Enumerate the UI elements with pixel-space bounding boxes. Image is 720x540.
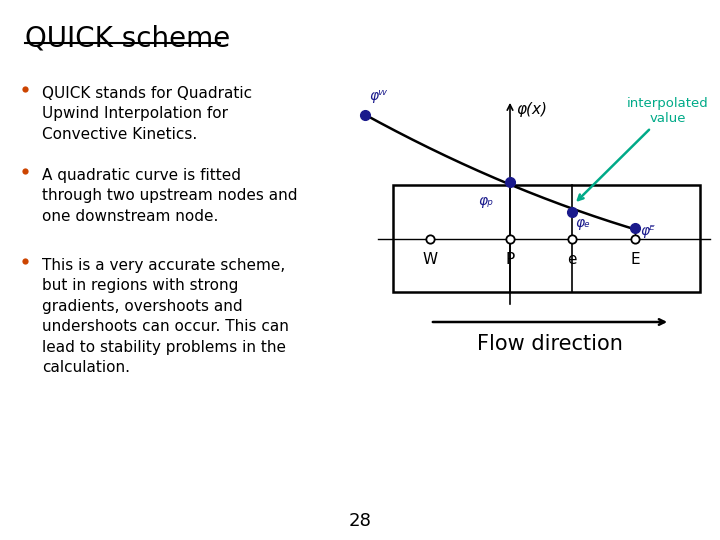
Text: φᵂ: φᵂ [369,89,387,103]
Text: QUICK scheme: QUICK scheme [25,25,230,53]
Text: e: e [567,253,577,267]
Text: P: P [505,253,515,267]
Text: E: E [630,253,640,267]
Text: 28: 28 [348,512,372,530]
Text: W: W [423,253,438,267]
Text: A quadratic curve is fitted
through two upstream nodes and
one downstream node.: A quadratic curve is fitted through two … [42,168,297,224]
Bar [393,185,700,292]
Text: φᴱ: φᴱ [640,224,654,238]
Text: Flow direction: Flow direction [477,334,623,354]
Text: φₑ: φₑ [575,216,590,230]
Text: φₚ: φₚ [478,194,493,208]
Text: interpolated
value: interpolated value [578,97,709,200]
Text: This is a very accurate scheme,
but in regions with strong
gradients, overshoots: This is a very accurate scheme, but in r… [42,258,289,375]
Text: QUICK stands for Quadratic
Upwind Interpolation for
Convective Kinetics.: QUICK stands for Quadratic Upwind Interp… [42,86,252,142]
Text: φ(x): φ(x) [516,102,547,117]
